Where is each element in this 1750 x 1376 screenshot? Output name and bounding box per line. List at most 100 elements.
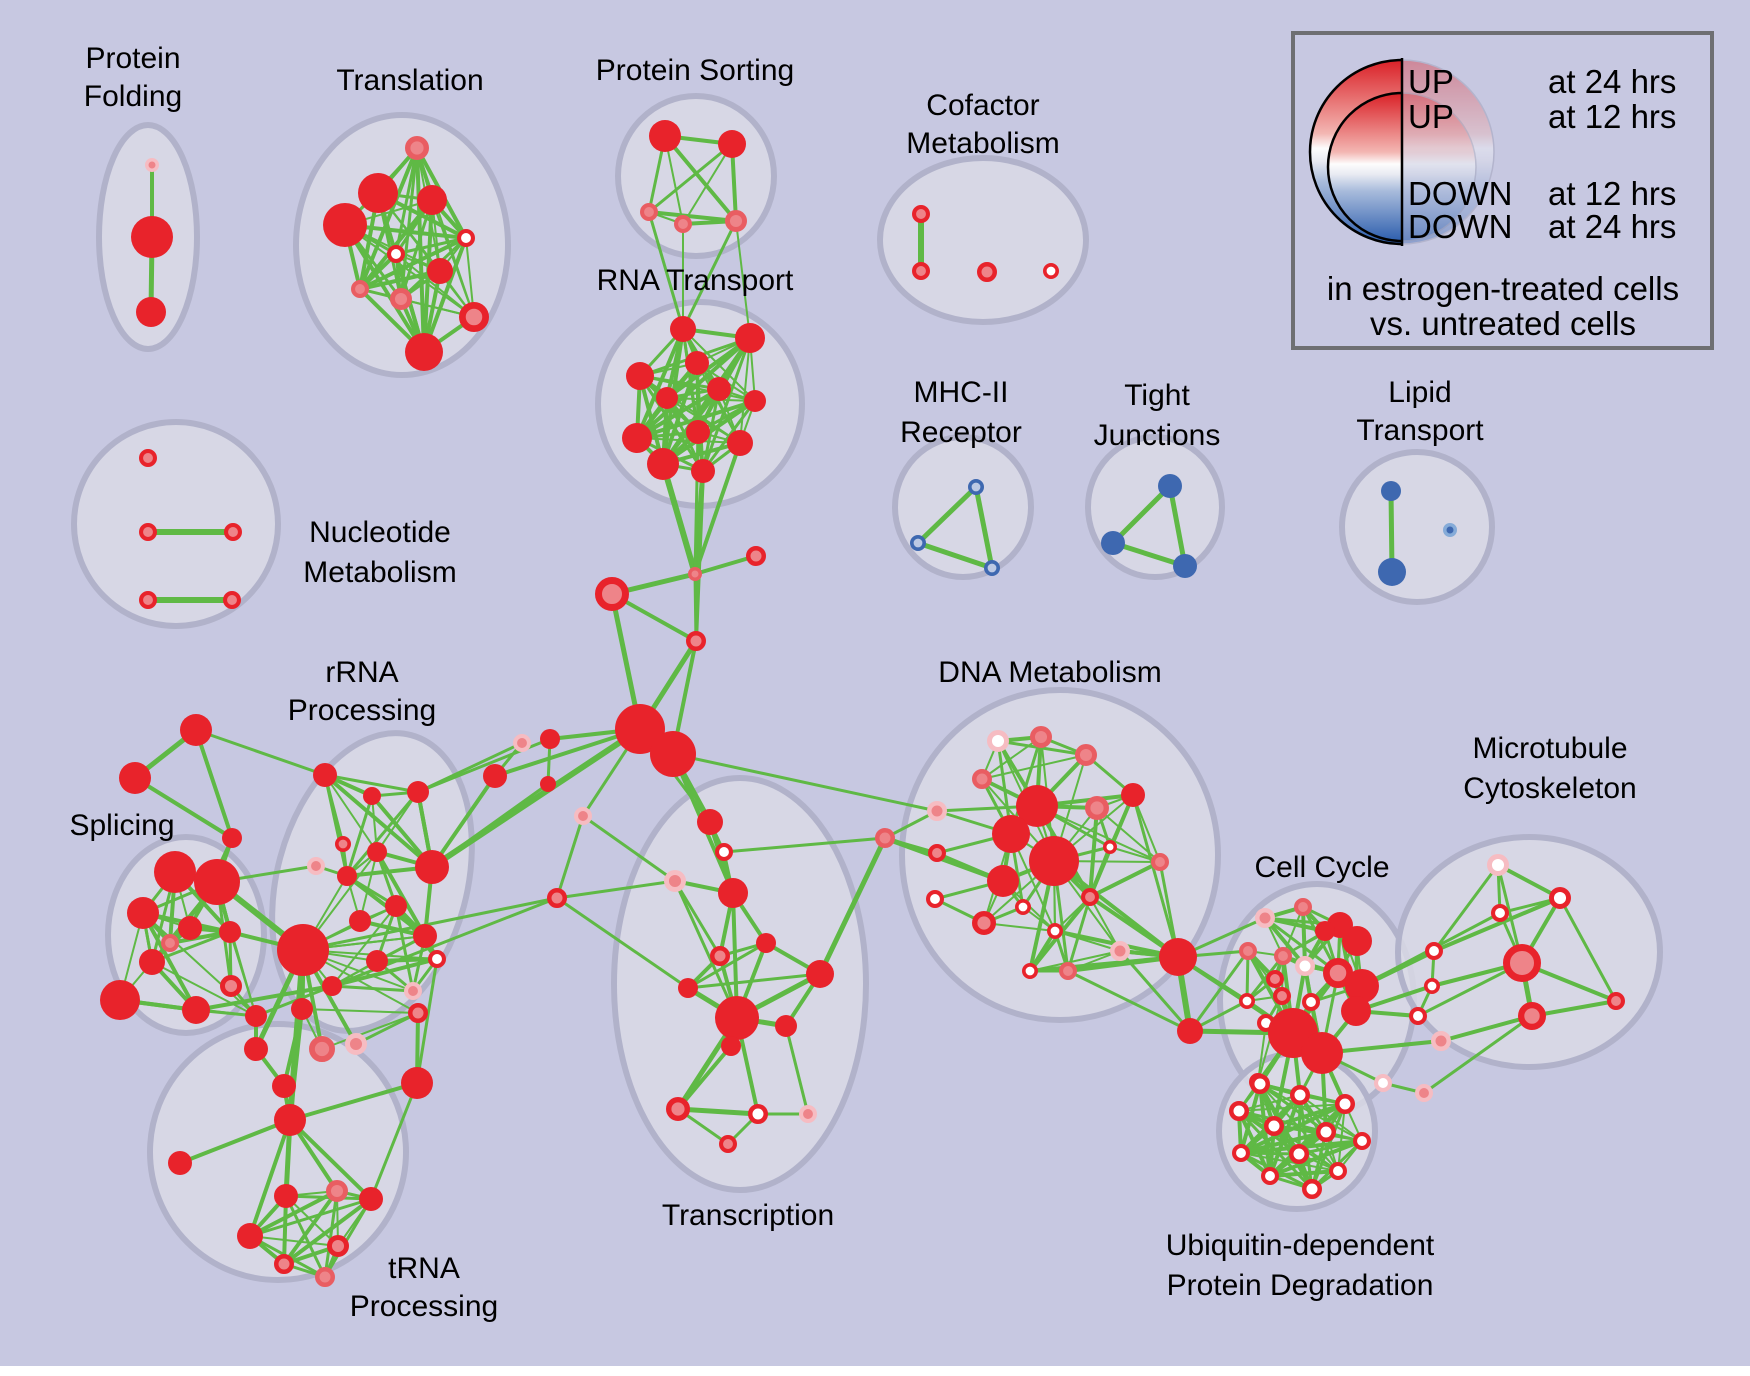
gene-node-rrna-processing-5[interactable]: [337, 866, 357, 886]
gene-node-rrna-processing-0[interactable]: [313, 763, 337, 787]
gene-node-cofactor-metabolism-2[interactable]: [977, 262, 997, 282]
gene-node-ubiquitin-degradation-9[interactable]: [1329, 1162, 1348, 1181]
gene-node-cell-cycle-5[interactable]: [1239, 942, 1258, 961]
gene-node-transcription-8[interactable]: [715, 996, 759, 1040]
gene-node-bridge-nodes-1[interactable]: [746, 546, 766, 566]
gene-node-cc-mt-bridge-nodes-4[interactable]: [1374, 1074, 1393, 1093]
gene-node-splicing-0[interactable]: [180, 714, 212, 746]
gene-node-bridge-nodes-11[interactable]: [513, 734, 532, 753]
gene-node-microtubule-cytoskeleton-2[interactable]: [1491, 904, 1510, 923]
gene-node-splicing-4[interactable]: [194, 859, 240, 905]
gene-node-ubiquitin-degradation-8[interactable]: [1289, 1144, 1309, 1164]
gene-node-bridge-nodes-10[interactable]: [483, 764, 507, 788]
gene-node-cell-cycle-3[interactable]: [1342, 926, 1372, 956]
gene-node-splicing-3[interactable]: [154, 851, 196, 893]
gene-node-dna-metabolism-6[interactable]: [1121, 783, 1145, 807]
gene-node-dna-metabolism-3[interactable]: [972, 769, 992, 789]
gene-node-dna-metabolism-19[interactable]: [1021, 962, 1038, 979]
gene-node-bridge-nodes-12[interactable]: [875, 828, 895, 848]
gene-node-dna-metabolism-22[interactable]: [1159, 938, 1197, 976]
gene-node-transcription-3[interactable]: [718, 878, 748, 908]
gene-node-transcription-9[interactable]: [775, 1015, 797, 1037]
gene-node-rna-transport-1[interactable]: [735, 323, 765, 353]
gene-node-microtubule-cytoskeleton-5[interactable]: [1607, 992, 1626, 1011]
gene-node-cell-cycle-1[interactable]: [1294, 898, 1313, 917]
gene-node-splicing-6[interactable]: [178, 916, 202, 940]
gene-node-translation-9[interactable]: [459, 302, 489, 332]
gene-node-rrna-processing-20[interactable]: [272, 1074, 296, 1098]
gene-node-rna-transport-10[interactable]: [647, 448, 679, 480]
gene-node-dna-metabolism-18[interactable]: [1047, 922, 1064, 939]
gene-node-dna-metabolism-21[interactable]: [1110, 941, 1130, 961]
gene-node-cell-cycle-0[interactable]: [1255, 908, 1275, 928]
gene-node-cc-mt-bridge-nodes-1[interactable]: [1424, 977, 1441, 994]
gene-node-rrna-processing-16[interactable]: [291, 998, 313, 1020]
gene-node-ubiquitin-degradation-5[interactable]: [1316, 1122, 1336, 1142]
gene-node-ubiquitin-degradation-7[interactable]: [1232, 1144, 1251, 1163]
gene-node-rrna-processing-1[interactable]: [363, 787, 381, 805]
gene-node-rna-transport-8[interactable]: [686, 420, 710, 444]
gene-node-dna-metabolism-14[interactable]: [926, 890, 945, 909]
gene-node-transcription-4[interactable]: [710, 946, 730, 966]
gene-node-rrna-processing-6[interactable]: [367, 842, 387, 862]
gene-node-cell-cycle-12[interactable]: [1273, 987, 1292, 1006]
gene-node-transcription-0[interactable]: [697, 809, 723, 835]
gene-node-transcription-13[interactable]: [799, 1105, 818, 1124]
gene-node-dna-metabolism-17[interactable]: [1014, 898, 1031, 915]
gene-node-cell-cycle-7[interactable]: [1295, 956, 1315, 976]
gene-node-cofactor-metabolism-1[interactable]: [912, 261, 931, 280]
gene-node-lipid-transport-2[interactable]: [1443, 523, 1457, 537]
gene-node-translation-6[interactable]: [427, 258, 453, 284]
gene-node-rrna-processing-12[interactable]: [322, 976, 342, 996]
gene-node-bridge-nodes-8[interactable]: [574, 807, 593, 826]
gene-node-transcription-1[interactable]: [715, 843, 734, 862]
gene-node-protein-folding-0[interactable]: [145, 158, 159, 172]
gene-node-cell-cycle-19[interactable]: [1302, 993, 1321, 1012]
gene-node-cell-cycle-11[interactable]: [1239, 992, 1256, 1009]
gene-node-nucleotide-metabolism-0[interactable]: [138, 448, 157, 467]
gene-node-rrna-processing-4[interactable]: [306, 857, 325, 876]
gene-node-trna-processing-8[interactable]: [315, 1267, 335, 1287]
gene-node-microtubule-cytoskeleton-3[interactable]: [1503, 944, 1541, 982]
gene-node-nucleotide-metabolism-1[interactable]: [138, 523, 157, 542]
gene-node-cell-cycle-6[interactable]: [1274, 947, 1293, 966]
gene-node-trna-processing-3[interactable]: [274, 1184, 298, 1208]
gene-node-dna-metabolism-12[interactable]: [1151, 853, 1170, 872]
gene-node-translation-4[interactable]: [456, 228, 475, 247]
gene-node-mhc-ii-receptor-2[interactable]: [983, 559, 1000, 576]
gene-node-dna-metabolism-0[interactable]: [986, 729, 1009, 752]
gene-node-transcription-10[interactable]: [721, 1036, 741, 1056]
gene-node-translation-5[interactable]: [386, 244, 405, 263]
gene-node-rna-transport-11[interactable]: [691, 459, 715, 483]
gene-node-rna-transport-2[interactable]: [626, 362, 654, 390]
gene-node-dna-metabolism-8[interactable]: [992, 815, 1030, 853]
gene-node-ubiquitin-degradation-6[interactable]: [1353, 1132, 1372, 1151]
gene-node-trna-processing-1[interactable]: [168, 1151, 192, 1175]
gene-node-splicing-2[interactable]: [222, 828, 242, 848]
gene-node-bridge-nodes-6[interactable]: [540, 729, 560, 749]
gene-node-cell-cycle-4[interactable]: [1315, 921, 1335, 941]
gene-node-bridge-nodes-9[interactable]: [547, 888, 567, 908]
gene-node-transcription-14[interactable]: [719, 1135, 738, 1154]
gene-node-nucleotide-metabolism-4[interactable]: [222, 591, 241, 610]
gene-node-splicing-12[interactable]: [245, 1005, 267, 1027]
gene-node-transcription-6[interactable]: [678, 978, 698, 998]
gene-node-lipid-transport-1[interactable]: [1378, 558, 1406, 586]
gene-node-dna-metabolism-4[interactable]: [927, 801, 947, 821]
gene-node-dna-metabolism-1[interactable]: [1029, 725, 1052, 748]
gene-node-transcription-11[interactable]: [666, 1096, 691, 1121]
gene-node-microtubule-cytoskeleton-1[interactable]: [1548, 886, 1571, 909]
gene-node-ubiquitin-degradation-1[interactable]: [1290, 1085, 1310, 1105]
gene-node-translation-7[interactable]: [350, 279, 369, 298]
gene-node-trna-processing-7[interactable]: [274, 1254, 294, 1274]
gene-node-cell-cycle-17[interactable]: [1301, 1032, 1343, 1074]
gene-node-cc-mt-bridge-nodes-0[interactable]: [1425, 942, 1444, 961]
gene-node-protein-sorting-0[interactable]: [649, 120, 681, 152]
gene-node-cell-cycle-8[interactable]: [1323, 958, 1353, 988]
gene-node-rrna-processing-22[interactable]: [401, 1067, 433, 1099]
gene-node-bridge-nodes-4[interactable]: [615, 704, 665, 754]
gene-node-cc-mt-bridge-nodes-3[interactable]: [1431, 1031, 1451, 1051]
gene-node-nucleotide-metabolism-3[interactable]: [138, 591, 157, 610]
gene-node-ubiquitin-degradation-11[interactable]: [1302, 1179, 1322, 1199]
gene-node-rna-transport-4[interactable]: [656, 387, 678, 409]
